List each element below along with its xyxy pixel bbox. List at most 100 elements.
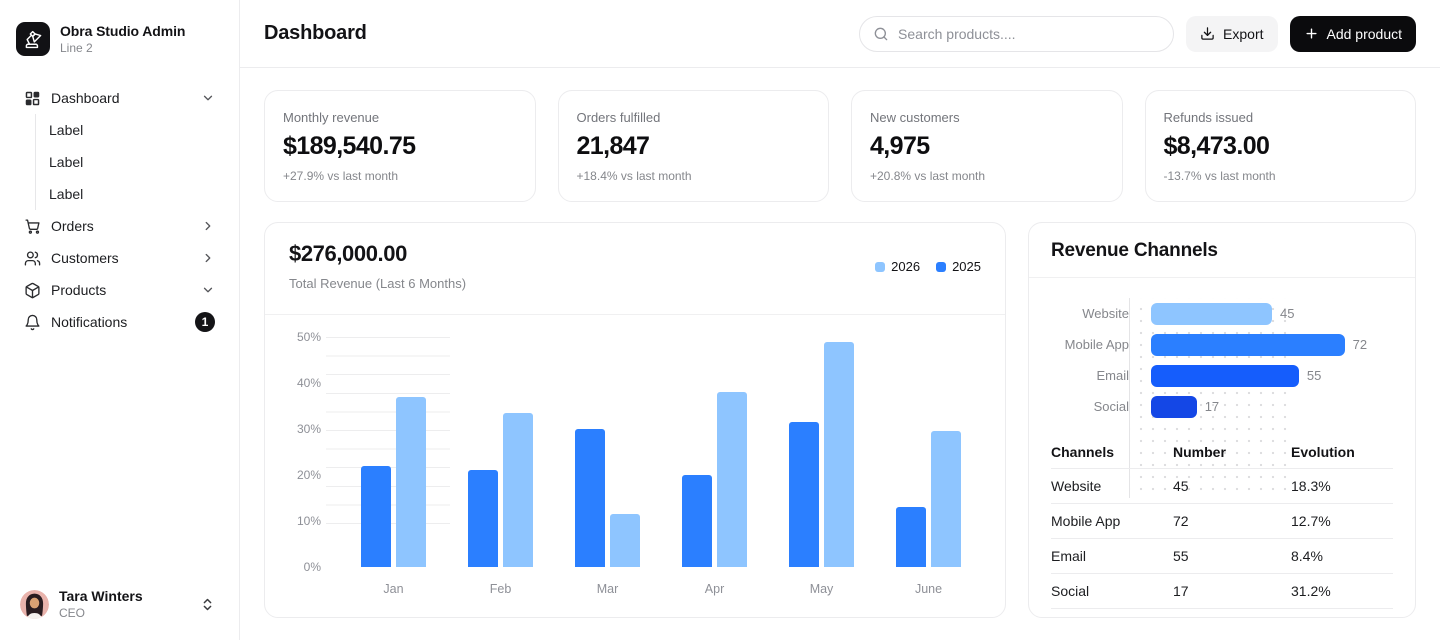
users-icon <box>24 250 41 267</box>
channel-row-mobile-app: Mobile App 72 <box>1051 329 1393 360</box>
bar-2026-mar[interactable] <box>610 514 640 567</box>
legend-label: 2026 <box>891 259 921 274</box>
channel-bar-track: 72 <box>1151 333 1393 356</box>
table-row: Mobile App 72 12.7% <box>1051 504 1393 539</box>
bar-2025-may[interactable] <box>789 422 819 567</box>
channel-label: Mobile App <box>1064 337 1129 352</box>
bar-2025-jan[interactable] <box>361 465 391 567</box>
kpi-row: Monthly revenue $189,540.75 +27.9% vs la… <box>264 90 1416 202</box>
chevrons-up-down-icon <box>200 597 215 612</box>
kpi-label: Orders fulfilled <box>576 110 661 125</box>
revenue-channels-title: Revenue Channels <box>1029 223 1415 278</box>
channel-value: 72 <box>1352 337 1368 352</box>
channel-bar[interactable] <box>1151 333 1345 356</box>
channel-bar-track: 55 <box>1151 364 1393 387</box>
chevron-down-icon <box>201 91 215 105</box>
sidebar-subitem-2[interactable]: Label <box>49 154 84 170</box>
channel-label: Website <box>1082 306 1129 321</box>
bar-group-apr: Apr <box>682 337 747 596</box>
revenue-chart-subtitle: Total Revenue (Last 6 Months) <box>289 276 467 291</box>
channel-value: 17 <box>1204 399 1220 414</box>
bar-2025-june[interactable] <box>896 507 926 567</box>
bar-group-may: May <box>789 337 854 596</box>
package-icon <box>24 282 41 299</box>
channel-bar-track: 45 <box>1151 302 1393 325</box>
plus-icon <box>1304 26 1319 41</box>
x-axis-tick: Jan <box>383 582 404 596</box>
x-axis-tick: Mar <box>596 582 619 596</box>
legend-label: 2025 <box>952 259 981 274</box>
sidebar-item-orders[interactable]: Orders <box>16 210 223 242</box>
y-axis-tick: 10% <box>296 514 321 528</box>
channel-bar[interactable] <box>1151 395 1197 418</box>
x-axis-tick: Feb <box>489 582 512 596</box>
bar-group-jan: Jan <box>361 337 426 596</box>
table-header-cell: Number <box>1173 443 1226 460</box>
sidebar-item-label: Dashboard <box>51 90 120 106</box>
notifications-badge: 1 <box>195 312 215 332</box>
legend-item-2026[interactable]: 2026 <box>875 259 920 274</box>
dashboard-content: Monthly revenue $189,540.75 +27.9% vs la… <box>240 68 1440 640</box>
bar-2026-may[interactable] <box>824 341 854 567</box>
sidebar-item-products[interactable]: Products <box>16 274 223 306</box>
table-header-cell: Channels <box>1051 443 1115 460</box>
sidebar-item-notifications[interactable]: Notifications 1 <box>16 306 223 338</box>
sidebar-item-dashboard[interactable]: Dashboard <box>16 82 223 114</box>
revenue-total-value: $276,000.00 <box>289 241 407 266</box>
chevron-right-icon <box>201 219 215 233</box>
kpi-card-monthly-revenue: Monthly revenue $189,540.75 +27.9% vs la… <box>264 90 536 202</box>
chart-legend: 2026 2025 <box>875 259 981 314</box>
kpi-value: 21,847 <box>576 132 650 160</box>
kpi-value: 4,975 <box>870 132 930 160</box>
kpi-value: $189,540.75 <box>283 132 416 160</box>
bar-2026-june[interactable] <box>931 431 961 567</box>
legend-swatch <box>936 261 947 272</box>
table-cell: 45 <box>1173 478 1189 494</box>
channel-bar-track: 17 <box>1151 395 1393 418</box>
table-cell: 17 <box>1173 583 1189 599</box>
bar-2025-feb[interactable] <box>468 470 498 567</box>
export-label: Export <box>1223 25 1264 42</box>
channels-chart-rows: Website 45 Mobile App 72 Email 55 Social 17 <box>1051 298 1393 422</box>
dashboard-sub-items: Label Label Label <box>35 114 223 210</box>
user-menu[interactable]: Tara Winters CEO <box>16 584 223 624</box>
sidebar-subitem-3[interactable]: Label <box>49 186 84 202</box>
revenue-channels-card: Revenue Channels Website 45 Mobile App 72 Em… <box>1028 222 1416 618</box>
sidebar-subitem-1[interactable]: Label <box>49 122 84 138</box>
table-cell: 12.7% <box>1291 513 1331 529</box>
sidebar-nav: Dashboard Label Label Label Orders <box>16 82 223 584</box>
bar-2026-jan[interactable] <box>396 396 426 567</box>
bar-group-june: June <box>896 337 961 596</box>
brand: Obra Studio Admin Line 2 <box>16 14 223 82</box>
search-box[interactable] <box>859 15 1175 52</box>
channel-row-social: Social 17 <box>1051 391 1393 422</box>
channel-row-email: Email 55 <box>1051 360 1393 391</box>
channel-bar[interactable] <box>1151 302 1272 325</box>
add-product-button[interactable]: Add product <box>1289 15 1416 52</box>
revenue-bar-chart: 0% 10% 20% 30% 40% 50% Jan Feb Mar Apr May June <box>265 314 1005 596</box>
search-input[interactable] <box>898 25 1161 42</box>
user-name: Tara Winters <box>59 588 143 604</box>
table-cell: Social <box>1051 583 1090 599</box>
sidebar-item-label: Notifications <box>51 314 128 330</box>
legend-item-2025[interactable]: 2025 <box>936 259 981 274</box>
export-button[interactable]: Export <box>1186 15 1278 52</box>
channels-table: Channels Number Evolution Website 45 18.3% Mob… <box>1051 435 1393 609</box>
channel-label: Social <box>1093 399 1129 414</box>
x-axis-tick: June <box>914 582 943 596</box>
sidebar-item-customers[interactable]: Customers <box>16 242 223 274</box>
channel-bar[interactable] <box>1151 364 1299 387</box>
y-axis-tick: 50% <box>296 330 321 344</box>
sidebar-item-label: Customers <box>51 250 119 266</box>
sidebar: Obra Studio Admin Line 2 Dashboard Label… <box>0 0 240 640</box>
table-cell: 55 <box>1173 548 1189 564</box>
y-axis-tick: 20% <box>296 468 321 482</box>
bar-2026-apr[interactable] <box>717 392 747 567</box>
kpi-delta: +18.4% vs last month <box>576 169 692 183</box>
chevron-right-icon <box>201 251 215 265</box>
kpi-card-new-customers: New customers 4,975 +20.8% vs last month <box>851 90 1123 202</box>
table-cell: 8.4% <box>1291 548 1323 564</box>
bar-2026-feb[interactable] <box>503 412 533 567</box>
bar-2025-mar[interactable] <box>575 429 605 567</box>
bar-2025-apr[interactable] <box>682 475 712 567</box>
